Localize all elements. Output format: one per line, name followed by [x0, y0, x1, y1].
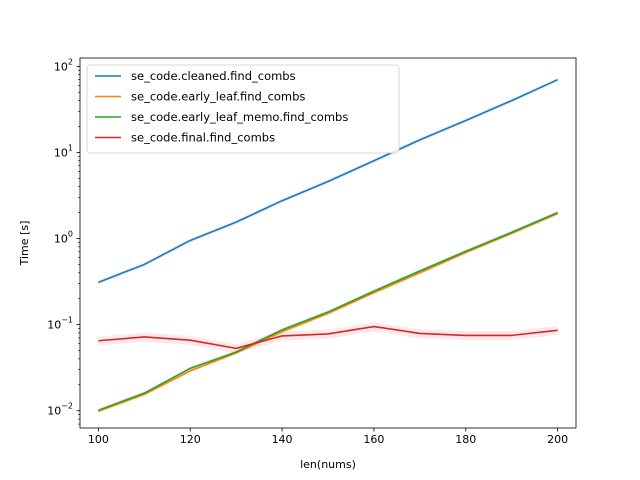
x-tick-label: 160	[363, 433, 384, 446]
series-line	[98, 212, 558, 412]
legend: se_code.cleaned.find_combs se_code.early_…	[86, 64, 400, 154]
x-tick-label: 180	[455, 433, 476, 446]
legend-label: se_code.cleaned.find_combs	[131, 69, 296, 83]
x-tick-label: 120	[180, 433, 201, 446]
y-axis: 10−2 10−1 100 101 102	[47, 57, 80, 425]
legend-label: se_code.early_leaf.find_combs	[131, 90, 305, 104]
series-line	[98, 78, 558, 284]
x-axis-label: len(nums)	[300, 458, 356, 471]
series-band	[98, 322, 558, 354]
y-tick-label: 102	[54, 57, 73, 73]
x-tick-label: 200	[547, 433, 568, 446]
series-line	[98, 211, 558, 412]
y-axis-label: Time [s]	[18, 221, 31, 267]
x-tick-label: 100	[88, 433, 109, 446]
series-line	[98, 325, 558, 350]
y-tick-label: 10−2	[47, 402, 73, 418]
series-lines	[98, 78, 558, 412]
x-axis: 100 120 140 160 180 200	[88, 428, 568, 446]
y-tick-label: 10−1	[47, 316, 73, 332]
plot-frame	[79, 57, 577, 429]
legend-label: se_code.early_leaf_memo.find_combs	[131, 110, 348, 124]
x-tick-label: 140	[272, 433, 293, 446]
legend-label: se_code.final.find_combs	[131, 131, 275, 145]
legend-box	[86, 64, 400, 154]
y-tick-label: 100	[54, 230, 73, 246]
y-tick-label: 101	[54, 143, 73, 159]
